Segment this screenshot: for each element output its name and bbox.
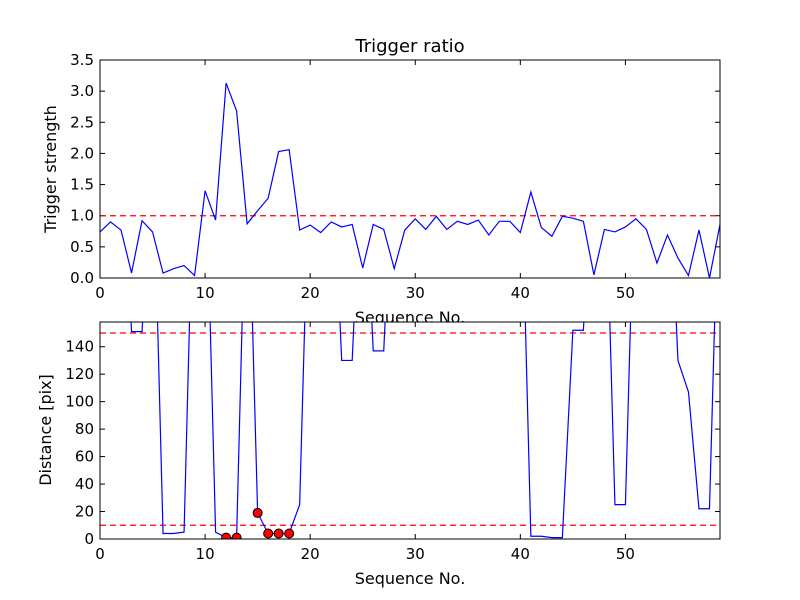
x-tick-label: 0 [95, 284, 105, 302]
y-tick-label: 140 [65, 338, 94, 356]
distance-chart: Distance [pix] Sequence No. 020406080100… [36, 321, 721, 588]
x-tick-label: 40 [511, 545, 530, 563]
y-tick-label: 120 [65, 365, 94, 383]
detection-marker [252, 507, 263, 518]
y-tick-label: 100 [65, 393, 94, 411]
x-axis-label: Sequence No. [355, 569, 466, 588]
x-tick-label: 40 [511, 284, 530, 302]
y-tick-label: 0.5 [70, 238, 94, 256]
detection-marker [263, 528, 274, 539]
x-tick-label: 0 [95, 545, 105, 563]
y-tick-label: 1.5 [70, 176, 94, 194]
y-tick-label: 0.0 [70, 269, 94, 287]
trigger-ratio-chart: Trigger ratio Trigger strength Sequence … [41, 36, 721, 327]
x-tick-label: 50 [616, 284, 635, 302]
y-tick-label: 3.0 [70, 82, 94, 100]
y-ticks: 0 20 40 60 80 100 120 140 [65, 338, 720, 548]
x-tick-label: 50 [616, 545, 635, 563]
y-axis-label: Distance [pix] [36, 374, 55, 486]
x-ticks: 0 10 20 30 40 50 [95, 322, 635, 563]
plot-area-background [100, 322, 720, 539]
detection-marker [273, 528, 284, 539]
y-tick-label: 3.5 [70, 51, 94, 69]
detection-marker [231, 532, 242, 539]
x-tick-label: 30 [406, 284, 425, 302]
trigger-strength-line [100, 82, 720, 278]
x-tick-label: 20 [301, 545, 320, 563]
plot-area-background [100, 60, 720, 278]
y-tick-label: 2.0 [70, 144, 94, 162]
threshold-lines [100, 332, 720, 526]
y-tick-label: 40 [75, 475, 94, 493]
chart-title: Trigger ratio [354, 36, 464, 57]
x-tick-label: 30 [406, 545, 425, 563]
y-tick-label: 1.0 [70, 207, 94, 225]
x-ticks: 0 10 20 30 40 50 [95, 60, 635, 302]
y-tick-label: 80 [75, 420, 94, 438]
x-tick-label: 20 [301, 284, 320, 302]
y-tick-label: 60 [75, 448, 94, 466]
x-tick-label: 10 [196, 545, 215, 563]
plot-frame [99, 59, 721, 279]
plot-frame [99, 321, 721, 540]
y-tick-label: 2.5 [70, 113, 94, 131]
y-axis-label: Trigger strength [41, 105, 60, 234]
detection-marker [221, 532, 232, 539]
detection-markers [221, 507, 295, 539]
y-tick-label: 0 [84, 530, 94, 548]
y-ticks: 0.0 0.5 1.0 1.5 2.0 2.5 3.0 3.5 [70, 51, 720, 287]
detection-marker [284, 528, 295, 539]
y-tick-label: 20 [75, 503, 94, 521]
x-tick-label: 10 [196, 284, 215, 302]
